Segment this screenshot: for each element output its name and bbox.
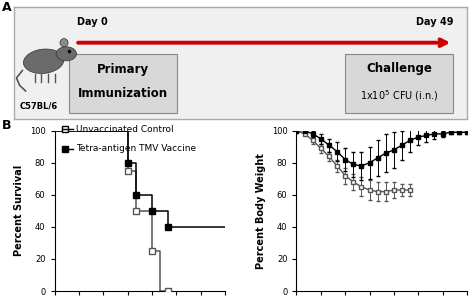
Text: Immunization: Immunization [78, 87, 168, 100]
Text: 1x10$^5$ CFU (i.n.): 1x10$^5$ CFU (i.n.) [360, 89, 438, 103]
Y-axis label: Percent Survival: Percent Survival [14, 165, 24, 257]
Ellipse shape [60, 39, 68, 47]
Text: A: A [2, 1, 12, 15]
Y-axis label: Percent Body Weight: Percent Body Weight [256, 153, 266, 269]
Text: C57BL/6: C57BL/6 [20, 101, 58, 110]
Text: Day 49: Day 49 [416, 17, 453, 27]
FancyBboxPatch shape [345, 54, 453, 113]
Text: Unvaccinated Control: Unvaccinated Control [76, 125, 174, 134]
Text: Day 0: Day 0 [77, 17, 108, 27]
Ellipse shape [23, 49, 64, 73]
Text: Primary: Primary [97, 63, 149, 76]
Text: B: B [2, 119, 12, 132]
Text: Challenge: Challenge [366, 62, 432, 75]
FancyBboxPatch shape [69, 54, 177, 113]
Ellipse shape [56, 47, 76, 61]
Text: Tetra-antigen TMV Vaccine: Tetra-antigen TMV Vaccine [76, 144, 196, 153]
